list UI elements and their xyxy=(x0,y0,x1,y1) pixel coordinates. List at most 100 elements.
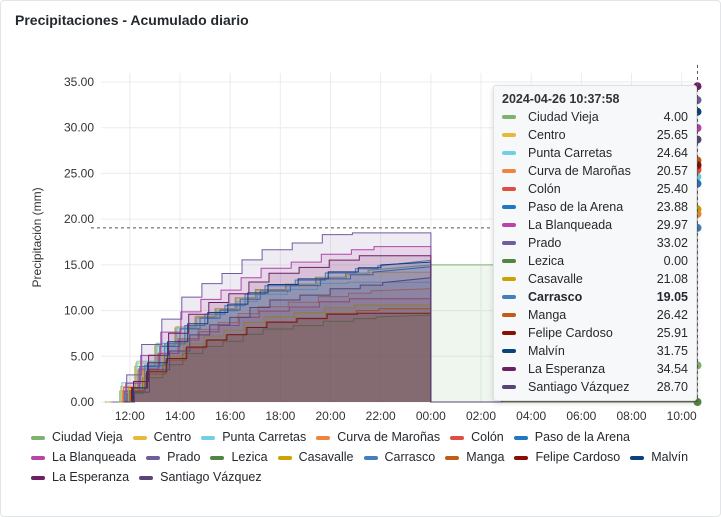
x-tick-label: 02:00 xyxy=(466,409,496,423)
y-tick-label: 25.00 xyxy=(64,166,94,180)
tooltip-series-name: Centro xyxy=(528,128,566,142)
series-area xyxy=(111,169,698,402)
legend: Ciudad Vieja Centro Punta Carretas Curva de… xyxy=(31,427,711,487)
tooltip-swatch xyxy=(502,295,516,299)
tooltip-row: Casavalle 21.08 xyxy=(502,270,688,288)
x-tick-label: 00:00 xyxy=(416,409,446,423)
tooltip-value: 25.65 xyxy=(656,128,688,142)
tooltip-value: 21.08 xyxy=(656,272,688,286)
series-area xyxy=(106,167,698,402)
legend-label: Felipe Cardoso xyxy=(535,450,621,464)
legend-label: Ciudad Vieja xyxy=(52,430,123,444)
x-tick-label: 20:00 xyxy=(316,409,346,423)
legend-label: Santiago Vázquez xyxy=(160,470,262,484)
tooltip: 2024-04-26 10:37:58 Ciudad Vieja 4.00 Cent… xyxy=(493,85,697,401)
panel-title: Precipitaciones - Acumulado diario xyxy=(15,12,249,28)
legend-item[interactable]: Carrasco xyxy=(363,447,435,467)
legend-label: La Blanqueada xyxy=(52,450,137,464)
series-area xyxy=(129,139,698,402)
legend-swatch xyxy=(450,435,465,440)
tooltip-row: Felipe Cardoso 25.91 xyxy=(502,324,688,342)
tooltip-series-name: Felipe Cardoso xyxy=(528,326,613,340)
series-area xyxy=(125,111,698,402)
tooltip-value: 34.54 xyxy=(656,362,688,376)
legend-swatch xyxy=(277,455,292,460)
series-area xyxy=(114,128,698,402)
tooltip-series-name: Casavalle xyxy=(528,272,583,286)
x-tick-label: 08:00 xyxy=(617,409,647,423)
tooltip-swatch xyxy=(502,169,516,173)
legend-label: Manga xyxy=(466,450,505,464)
legend-label: Centro xyxy=(153,430,192,444)
legend-item[interactable]: Malvín xyxy=(630,447,688,467)
legend-item[interactable]: Colón xyxy=(450,427,504,447)
legend-swatch xyxy=(132,435,147,440)
tooltip-value: 29.97 xyxy=(656,218,688,232)
legend-swatch xyxy=(31,435,45,440)
legend-swatch xyxy=(316,435,331,440)
x-tick-label: 10:00 xyxy=(667,409,697,423)
legend-item[interactable]: Lezica xyxy=(210,447,268,467)
legend-item[interactable]: Paso de la Arena xyxy=(513,427,630,447)
legend-swatch xyxy=(210,455,225,460)
legend-item[interactable]: Felipe Cardoso xyxy=(514,447,620,467)
tooltip-row: Manga 26.42 xyxy=(502,306,688,324)
series-area xyxy=(122,160,698,402)
tooltip-row: Malvín 31.75 xyxy=(502,342,688,360)
tooltip-row: Curva de Maroñas 20.57 xyxy=(502,162,688,180)
x-tick-label: 16:00 xyxy=(215,409,245,423)
tooltip-swatch xyxy=(502,385,516,389)
x-tick-label: 12:00 xyxy=(115,409,145,423)
tooltip-series-name: Manga xyxy=(528,308,567,322)
tooltip-value: 25.91 xyxy=(656,326,688,340)
legend-swatch xyxy=(146,455,161,460)
legend-item[interactable]: Casavalle xyxy=(277,447,354,467)
tooltip-row: La Esperanza 34.54 xyxy=(502,360,688,378)
tooltip-row: Santiago Vázquez 28.70 xyxy=(502,378,688,396)
tooltip-swatch xyxy=(502,349,516,353)
tooltip-series-name: Punta Carretas xyxy=(528,146,613,160)
tooltip-value: 24.64 xyxy=(656,146,688,160)
legend-swatch xyxy=(31,475,45,480)
y-tick-label: 30.00 xyxy=(64,121,94,135)
legend-item[interactable]: Centro xyxy=(132,427,192,447)
tooltip-swatch xyxy=(502,277,516,281)
tooltip-swatch xyxy=(502,187,516,191)
tooltip-value: 23.88 xyxy=(656,200,688,214)
tooltip-row: Prado 33.02 xyxy=(502,234,688,252)
legend-item[interactable]: La Esperanza xyxy=(31,467,129,487)
tooltip-series-name: Prado xyxy=(528,236,562,250)
series-area xyxy=(119,209,698,402)
tooltip-series-name: Santiago Vázquez xyxy=(528,380,630,394)
legend-item[interactable]: Santiago Vázquez xyxy=(139,467,262,487)
tooltip-swatch xyxy=(502,223,516,227)
tooltip-value: 4.00 xyxy=(663,110,688,124)
legend-swatch xyxy=(514,455,529,460)
legend-label: Malvín xyxy=(651,450,689,464)
x-tick-label: 14:00 xyxy=(165,409,195,423)
x-tick-label: 18:00 xyxy=(265,409,295,423)
legend-item[interactable]: Curva de Maroñas xyxy=(316,427,440,447)
legend-item[interactable]: Ciudad Vieja xyxy=(31,427,123,447)
x-tick-label: 04:00 xyxy=(516,409,546,423)
tooltip-row: La Blanqueada 29.97 xyxy=(502,216,688,234)
legend-label: Curva de Maroñas xyxy=(337,430,441,444)
series-area xyxy=(117,315,698,402)
legend-swatch xyxy=(201,435,216,440)
legend-item[interactable]: Prado xyxy=(146,447,200,467)
tooltip-series-name: Ciudad Vieja xyxy=(528,110,599,124)
tooltip-series-name: La Blanqueada xyxy=(528,218,613,232)
legend-item[interactable]: La Blanqueada xyxy=(31,447,136,467)
legend-item[interactable]: Manga xyxy=(445,447,504,467)
tooltip-series-name: Paso de la Arena xyxy=(528,200,624,214)
legend-label: Prado xyxy=(167,450,201,464)
tooltip-swatch xyxy=(502,259,516,263)
tooltip-value: 19.05 xyxy=(656,290,688,304)
chart-plot[interactable]: 0.00 5.00 10.00 15.00 20.00 25.00 30.00 35.00 12… xyxy=(1,1,720,431)
tooltip-series-name: Malvín xyxy=(528,344,565,358)
legend-item[interactable]: Punta Carretas xyxy=(201,427,306,447)
legend-label: Lezica xyxy=(231,450,268,464)
series-area xyxy=(127,86,698,402)
tooltip-value: 0.00 xyxy=(663,254,688,268)
